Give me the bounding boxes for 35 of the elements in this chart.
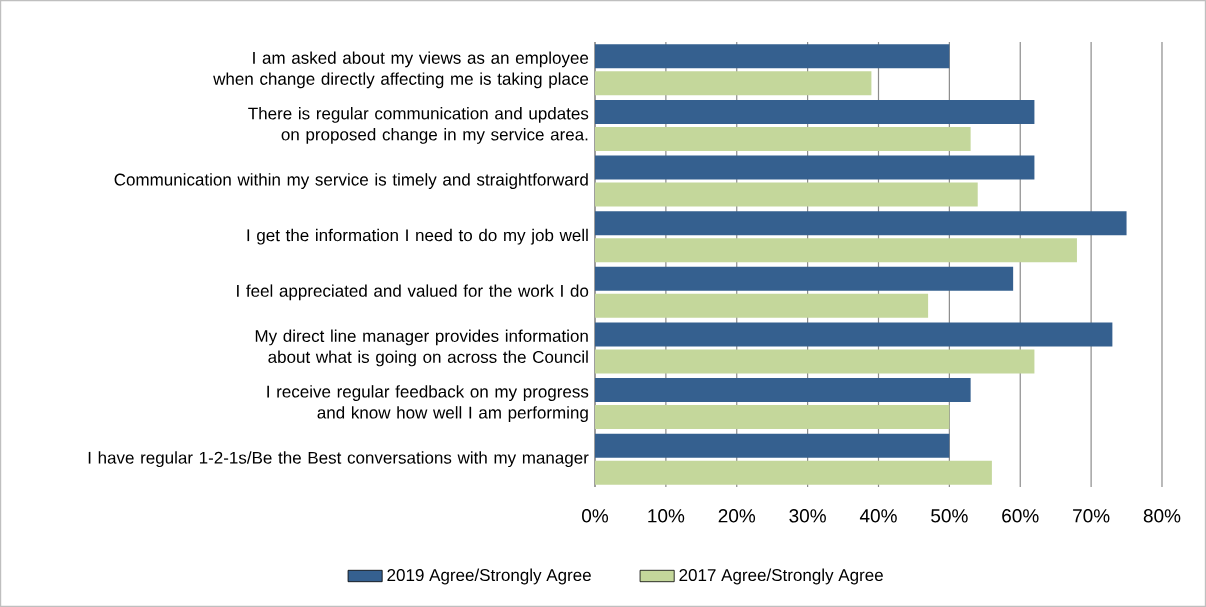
- x-tick-label: 50%: [931, 509, 968, 523]
- x-tick-label: 80%: [1143, 509, 1181, 523]
- bar: [595, 126, 971, 151]
- bar: [595, 71, 872, 96]
- y-tick-label: I receive regular feedback on my progress and know how well I am performing: [267, 385, 589, 422]
- bar: [595, 266, 1014, 291]
- y-tick-label: I have regular 1-2-1s/Be the Best conversations with my manager: [88, 451, 589, 468]
- bar: [595, 238, 1077, 263]
- y-tick-label: I feel appreciated and valued for the work I do: [237, 284, 589, 301]
- bar: [595, 44, 950, 69]
- bar: [595, 99, 1035, 124]
- bar: [595, 460, 992, 485]
- legend-label: 2019 Agree/Strongly Agree: [387, 568, 591, 585]
- x-tick-label: 40%: [859, 509, 897, 523]
- x-tick-label: 60%: [1002, 509, 1039, 523]
- legend-label: 2017 Agree/Strongly Agree: [679, 568, 883, 585]
- bar: [595, 211, 1127, 236]
- y-tick-label: Communication within my service is timely and straightforward: [114, 173, 588, 189]
- bar: [595, 322, 1113, 347]
- bar: [595, 405, 950, 430]
- bar: [595, 155, 1035, 180]
- bar: [595, 378, 971, 403]
- x-tick-label: 70%: [1073, 509, 1110, 523]
- y-tick-label: There is regular communication and updates on proposed change in my service area.: [248, 107, 589, 144]
- bar: [595, 182, 978, 207]
- bar: [595, 433, 950, 458]
- bar: [595, 349, 1035, 374]
- bar: [595, 293, 929, 318]
- x-tick-label: 10%: [648, 509, 685, 523]
- x-tick-label: 30%: [789, 509, 826, 523]
- y-tick-label: I am asked about my views as an employee when change directly affecting me is taking place: [213, 51, 589, 89]
- y-tick-label: I get the information I need to do my job well: [247, 228, 588, 245]
- x-tick-label: 0%: [582, 509, 609, 523]
- y-tick-label: My direct line manager provides information about what is going on across the Council: [255, 329, 588, 367]
- x-tick-label: 20%: [718, 509, 756, 523]
